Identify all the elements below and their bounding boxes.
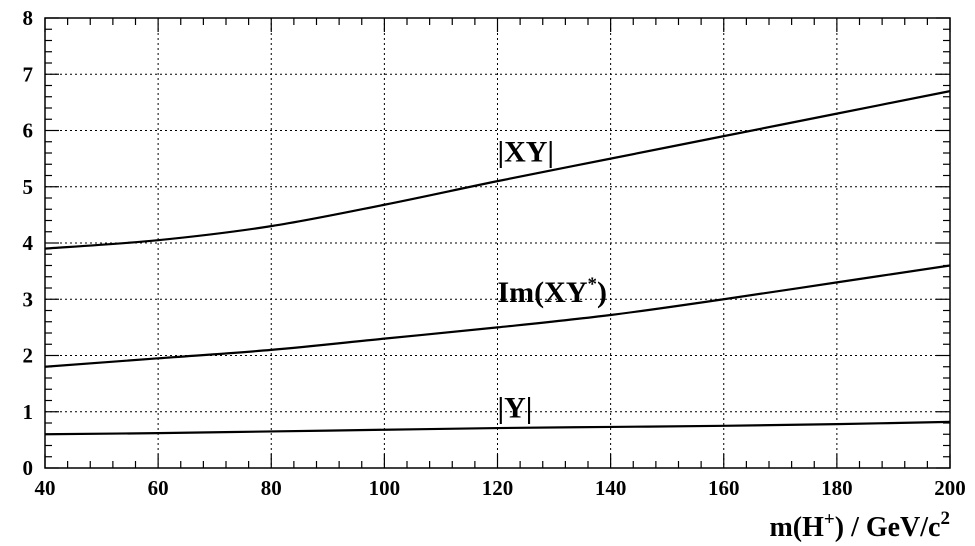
series-line-0 [44,90,951,250]
series-label-2: |Y| [498,391,533,424]
axis-ticks [44,17,951,469]
x-tick-label: 120 [482,476,514,500]
series-labels: |XY| Im(XY*) |Y| [498,135,608,424]
y-tick-label: 7 [23,62,34,86]
x-tick-label: 180 [821,476,853,500]
x-tick-label: 200 [934,476,966,500]
plot-frame [44,17,951,469]
x-tick-label: 160 [708,476,740,500]
x-tick-labels: 40 60 80 100 120 140 160 180 200 [35,476,966,500]
y-tick-labels: 0 1 2 3 4 5 6 7 8 [23,6,34,480]
x-axis-title-mid: ) / GeV/c [835,512,941,543]
x-tick-label: 100 [369,476,401,500]
y-tick-label: 8 [23,6,34,30]
y-tick-label: 4 [23,231,34,255]
series-label-0: |XY| [498,135,555,168]
x-tick-label: 60 [148,476,169,500]
y-tick-label: 0 [23,456,34,480]
series-line-1 [44,264,951,368]
series-label-1: Im(XY*) [498,274,608,309]
series-line-2 [44,420,951,436]
series-curves [44,90,951,436]
x-axis-title: m(H+) / GeV/c2 [769,508,950,543]
x-tick-label: 40 [35,476,56,500]
y-tick-label: 3 [23,287,34,311]
y-tick-label: 2 [23,344,34,368]
x-axis-title-main: m(H [769,512,824,543]
y-tick-label: 5 [23,175,34,199]
x-axis-title-sup1: + [824,509,835,530]
y-tick-label: 6 [23,119,34,143]
x-axis-title-sup2: 2 [941,508,951,529]
x-tick-label: 80 [261,476,282,500]
grid [45,18,950,468]
y-tick-label: 1 [23,400,34,424]
x-tick-label: 140 [595,476,627,500]
